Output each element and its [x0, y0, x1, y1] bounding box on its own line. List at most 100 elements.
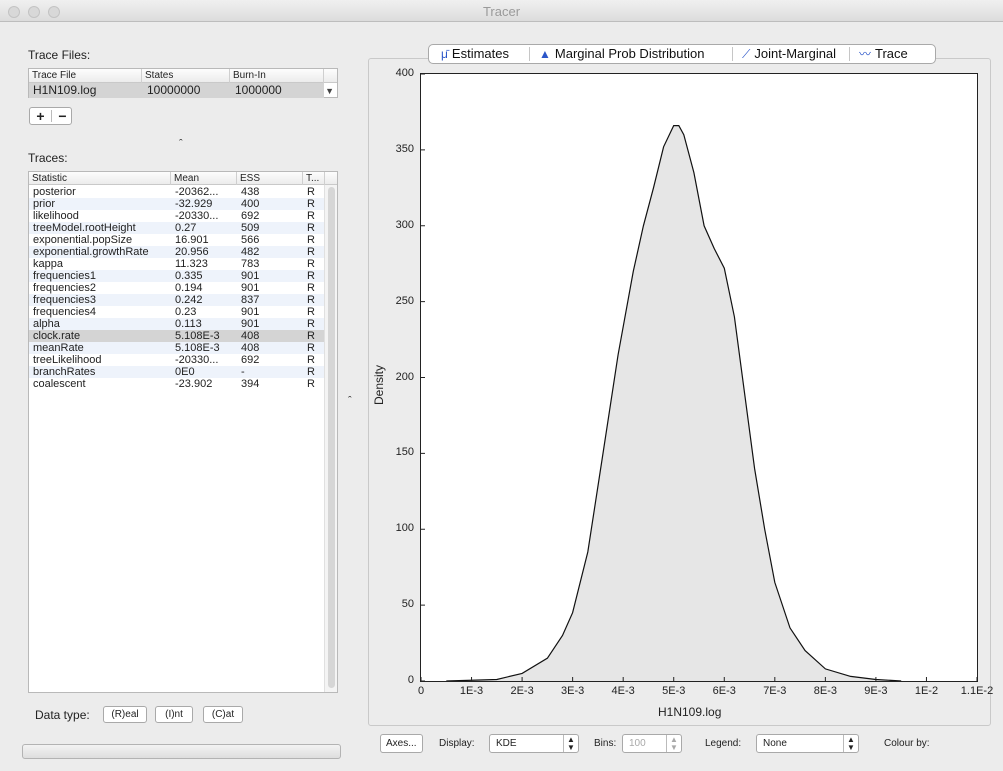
trace-cell-type: R: [307, 378, 315, 390]
split-pane-left-icon[interactable]: ˆ: [348, 395, 352, 407]
bins-value: 100: [629, 738, 646, 749]
trace-cell-ess: 901: [241, 318, 260, 330]
x-tick-label: 1E-2: [914, 685, 939, 697]
zoom-window-button[interactable]: [48, 6, 60, 18]
trace-cell-type: R: [307, 282, 315, 294]
column-header-burn-in[interactable]: Burn-In: [230, 69, 324, 83]
column-header-ess[interactable]: ESS: [237, 172, 303, 185]
traces-scroll-thumb[interactable]: [328, 187, 335, 688]
x-tick-label: 0: [417, 685, 425, 697]
trace-row[interactable]: frequencies3 0.242 837 R: [29, 294, 325, 306]
trace-cell-stat: exponential.growthRate: [33, 246, 149, 258]
trace-cell-type: R: [307, 246, 315, 258]
trace-cell-type: R: [307, 342, 315, 354]
trace-cell-ess: 438: [241, 186, 260, 198]
trace-cell-ess: 692: [241, 210, 260, 222]
trace-cell-mean: -23.902: [175, 378, 213, 390]
data-type-real-button[interactable]: (R)eal: [103, 706, 147, 723]
trace-cell-mean: 0.27: [175, 222, 197, 234]
trace-row[interactable]: exponential.growthRate 20.956 482 R: [29, 246, 325, 258]
column-header-trace-file[interactable]: Trace File: [29, 69, 142, 83]
trace-cell-stat: alpha: [33, 318, 60, 330]
bins-stepper: 100 ▲ ▼: [622, 734, 682, 753]
traces-header: Statistic Mean ESS T...: [29, 172, 337, 185]
trace-cell-mean: 0E0: [175, 366, 195, 378]
legend-value: None: [763, 738, 787, 749]
axes-button[interactable]: Axes...: [380, 734, 423, 753]
traces-scrollbar[interactable]: [324, 185, 337, 692]
trace-row[interactable]: kappa 11.323 783 R: [29, 258, 325, 270]
trace-file-row[interactable]: H1N109.log 10000000 1000000: [29, 83, 324, 98]
trace-row[interactable]: branchRates 0E0 - R: [29, 366, 325, 378]
trace-row[interactable]: exponential.popSize 16.901 566 R: [29, 234, 325, 246]
legend-select[interactable]: None ▲ ▼: [756, 734, 859, 753]
trace-cell-type: R: [307, 270, 315, 282]
trace-file-burnin[interactable]: 1000000: [235, 83, 282, 97]
trace-cell-ess: 394: [241, 378, 260, 390]
trace-row[interactable]: frequencies4 0.23 901 R: [29, 306, 325, 318]
column-header-statistic[interactable]: Statistic: [29, 172, 171, 185]
trace-cell-mean: -20330...: [175, 210, 219, 222]
trace-row[interactable]: likelihood -20330... 692 R: [29, 210, 325, 222]
trace-row[interactable]: alpha 0.113 901 R: [29, 318, 325, 330]
density-area: [446, 125, 902, 681]
trace-files-table[interactable]: Trace File States Burn-In H1N109.log 100…: [28, 68, 338, 98]
trace-file-name: H1N109.log: [33, 83, 97, 97]
tab-joint-marginal[interactable]: ⟋ Joint-Marginal: [742, 46, 837, 61]
trace-cell-mean: 5.108E-3: [175, 330, 220, 342]
trace-row[interactable]: frequencies2 0.194 901 R: [29, 282, 325, 294]
trace-row[interactable]: clock.rate 5.108E-3 408 R: [29, 330, 325, 342]
tab-trace[interactable]: 〰 Trace: [859, 46, 908, 61]
data-type-int-button[interactable]: (I)nt: [155, 706, 193, 723]
trace-files-heading: Trace Files:: [28, 48, 91, 62]
trace-cell-stat: frequencies3: [33, 294, 96, 306]
column-header-mean[interactable]: Mean: [171, 172, 237, 185]
trace-row[interactable]: frequencies1 0.335 901 R: [29, 270, 325, 282]
trace-cell-ess: 400: [241, 198, 260, 210]
trace-row[interactable]: posterior -20362... 438 R: [29, 186, 325, 198]
x-tick-label: 6E-3: [712, 685, 736, 697]
trace-cell-type: R: [307, 210, 315, 222]
data-type-label: Data type:: [35, 708, 90, 722]
x-tick-label: 8E-3: [813, 685, 837, 697]
add-file-button[interactable]: +: [36, 108, 45, 124]
trace-cell-type: R: [307, 234, 315, 246]
y-tick-label: 400: [395, 67, 414, 79]
legend-label: Legend:: [705, 738, 742, 749]
data-type-cat-button[interactable]: (C)at: [203, 706, 243, 723]
chevron-down-icon[interactable]: ▼: [325, 86, 334, 96]
trace-row[interactable]: coalescent -23.902 394 R: [29, 378, 325, 390]
window-title: Tracer: [482, 4, 521, 19]
trace-cell-mean: 0.113: [175, 318, 202, 330]
trace-row[interactable]: meanRate 5.108E-3 408 R: [29, 342, 325, 354]
remove-file-button[interactable]: −: [58, 108, 67, 124]
tab-estimates[interactable]: μ̄ Estimates: [441, 46, 509, 61]
x-tick-label: 3E-3: [561, 685, 585, 697]
y-tick-label: 0: [407, 674, 414, 686]
column-header-states[interactable]: States: [142, 69, 230, 83]
trace-row[interactable]: prior -32.929 400 R: [29, 198, 325, 210]
split-pane-up-icon[interactable]: ˆ: [179, 138, 183, 150]
trace-row[interactable]: treeModel.rootHeight 0.27 509 R: [29, 222, 325, 234]
minimize-window-button[interactable]: [28, 6, 40, 18]
trace-cell-ess: 482: [241, 246, 260, 258]
x-axis-title: H1N109.log: [658, 705, 722, 719]
y-tick-label: 100: [395, 522, 414, 535]
x-tick-label: 7E-3: [763, 685, 787, 697]
trace-cell-stat: coalescent: [33, 378, 86, 390]
marginal-distribution-icon: ▲: [539, 47, 551, 61]
trace-cell-ess: 901: [241, 306, 260, 318]
tab-marginal-prob-distribution[interactable]: ▲ Marginal Prob Distribution: [539, 46, 705, 61]
display-select[interactable]: KDE ▲ ▼: [489, 734, 579, 753]
y-axis-title: Density: [372, 364, 386, 405]
x-tick-label: 4E-3: [611, 685, 635, 697]
column-header-type[interactable]: T...: [303, 172, 325, 185]
trace-row[interactable]: treeLikelihood -20330... 692 R: [29, 354, 325, 366]
trace-cell-type: R: [307, 366, 315, 378]
trace-cell-stat: kappa: [33, 258, 63, 270]
trace-cell-stat: clock.rate: [33, 330, 81, 342]
close-window-button[interactable]: [8, 6, 20, 18]
traces-table[interactable]: Statistic Mean ESS T... posterior -20362.…: [28, 171, 338, 693]
plot-area[interactable]: [420, 73, 978, 682]
